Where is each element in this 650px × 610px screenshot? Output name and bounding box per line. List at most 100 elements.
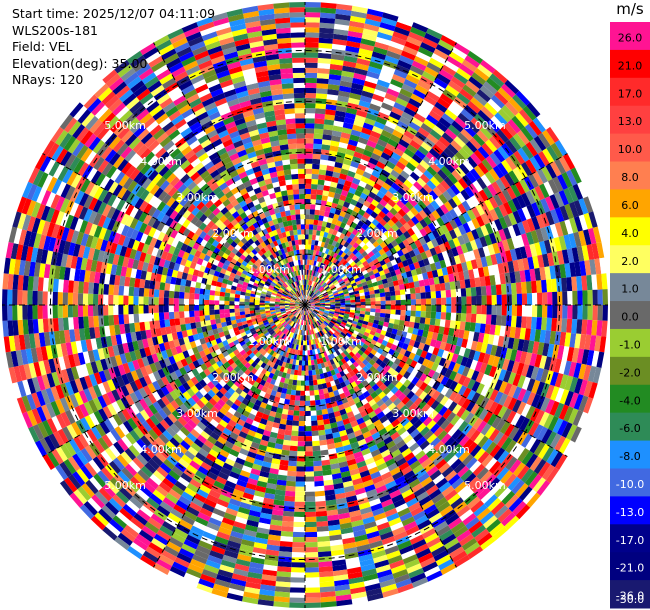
velocity-gate bbox=[393, 244, 402, 252]
velocity-gate bbox=[405, 270, 413, 278]
velocity-gate bbox=[566, 277, 573, 292]
velocity-gate bbox=[434, 245, 442, 255]
velocity-gate bbox=[308, 285, 311, 291]
velocity-gate bbox=[320, 305, 326, 307]
velocity-gate bbox=[325, 307, 331, 309]
velocity-gate bbox=[321, 275, 326, 281]
velocity-gate bbox=[495, 252, 503, 265]
velocity-gate bbox=[410, 293, 416, 300]
velocity-gate bbox=[360, 298, 366, 303]
velocity-gate bbox=[427, 213, 437, 223]
velocity-gate bbox=[448, 51, 465, 64]
velocity-gate bbox=[587, 305, 593, 321]
velocity-gate bbox=[552, 305, 558, 319]
velocity-gate bbox=[338, 271, 345, 277]
velocity-gate bbox=[365, 75, 379, 85]
velocity-gate bbox=[451, 297, 457, 305]
velocity-gate bbox=[372, 281, 379, 287]
velocity-gate bbox=[496, 305, 502, 316]
velocity-gate bbox=[384, 55, 400, 65]
velocity-gate bbox=[305, 77, 317, 84]
velocity-gate bbox=[468, 76, 483, 90]
velocity-gate bbox=[455, 245, 464, 256]
velocity-gate bbox=[321, 257, 326, 264]
velocity-gate bbox=[313, 245, 318, 251]
velocity-gate bbox=[380, 296, 386, 301]
velocity-gate bbox=[480, 286, 487, 296]
velocity-gate bbox=[497, 241, 505, 253]
velocity-gate bbox=[279, 418, 287, 425]
velocity-gate bbox=[440, 224, 449, 234]
velocity-gate bbox=[320, 301, 326, 304]
velocity-gate bbox=[559, 220, 569, 236]
velocity-gate bbox=[429, 262, 437, 271]
velocity-gate bbox=[312, 163, 320, 170]
velocity-gate bbox=[395, 305, 401, 310]
velocity-gate bbox=[576, 246, 585, 262]
velocity-gate bbox=[470, 152, 482, 166]
velocity-gate bbox=[440, 151, 452, 163]
velocity-gate bbox=[458, 147, 471, 160]
velocity-gate bbox=[495, 315, 502, 326]
velocity-gate bbox=[412, 274, 419, 282]
velocity-gate bbox=[344, 297, 351, 301]
velocity-gate bbox=[293, 410, 300, 416]
velocity-gate bbox=[370, 98, 383, 107]
velocity-gate bbox=[402, 213, 411, 223]
velocity-gate bbox=[505, 250, 513, 262]
velocity-gate bbox=[411, 224, 420, 234]
velocity-gate bbox=[426, 133, 439, 145]
velocity-gate bbox=[299, 350, 303, 356]
velocity-gate bbox=[317, 536, 330, 542]
velocity-gate bbox=[503, 122, 517, 137]
velocity-gate bbox=[359, 257, 367, 264]
velocity-gate bbox=[292, 547, 305, 553]
velocity-gate bbox=[305, 173, 312, 179]
velocity-gate bbox=[332, 246, 338, 253]
velocity-gate bbox=[356, 58, 371, 66]
velocity-gate bbox=[542, 292, 548, 305]
velocity-gate bbox=[427, 231, 436, 241]
velocity-gate bbox=[465, 171, 477, 184]
velocity-gate bbox=[317, 261, 322, 268]
velocity-gate bbox=[307, 290, 310, 296]
velocity-gate bbox=[340, 257, 346, 264]
velocity-gate bbox=[305, 158, 313, 164]
velocity-gate bbox=[328, 212, 335, 219]
velocity-gate bbox=[516, 130, 530, 145]
velocity-gate bbox=[305, 552, 319, 558]
velocity-gate bbox=[491, 181, 502, 194]
velocity-gate bbox=[521, 219, 531, 234]
velocity-gate bbox=[380, 300, 386, 305]
velocity-gate bbox=[375, 262, 382, 269]
velocity-gate bbox=[366, 162, 377, 170]
velocity-gate bbox=[309, 299, 314, 303]
velocity-gate bbox=[457, 132, 470, 145]
velocity-gate bbox=[399, 289, 406, 295]
velocity-gate bbox=[312, 250, 317, 256]
velocity-gate bbox=[501, 105, 516, 120]
velocity-gate bbox=[571, 319, 578, 334]
velocity-gate bbox=[407, 276, 414, 283]
velocity-gate bbox=[357, 220, 365, 228]
velocity-gate bbox=[347, 30, 363, 39]
velocity-gate bbox=[344, 112, 356, 120]
velocity-gate bbox=[320, 252, 325, 258]
velocity-gate bbox=[399, 55, 414, 66]
velocity-gate bbox=[501, 159, 513, 173]
velocity-gate bbox=[360, 305, 366, 309]
velocity-gate bbox=[307, 274, 310, 281]
velocity-gate bbox=[497, 108, 512, 123]
velocity-gate bbox=[330, 305, 336, 307]
velocity-gate bbox=[438, 193, 448, 205]
velocity-gate bbox=[305, 542, 318, 548]
velocity-gate bbox=[305, 148, 314, 154]
velocity-gate bbox=[327, 155, 337, 162]
velocity-gate bbox=[480, 213, 490, 225]
velocity-gate bbox=[332, 252, 338, 259]
velocity-gate bbox=[301, 375, 305, 381]
velocity-gate bbox=[284, 495, 295, 502]
velocity-gate bbox=[313, 143, 322, 150]
velocity-gate bbox=[340, 306, 346, 310]
velocity-gate bbox=[444, 231, 453, 242]
